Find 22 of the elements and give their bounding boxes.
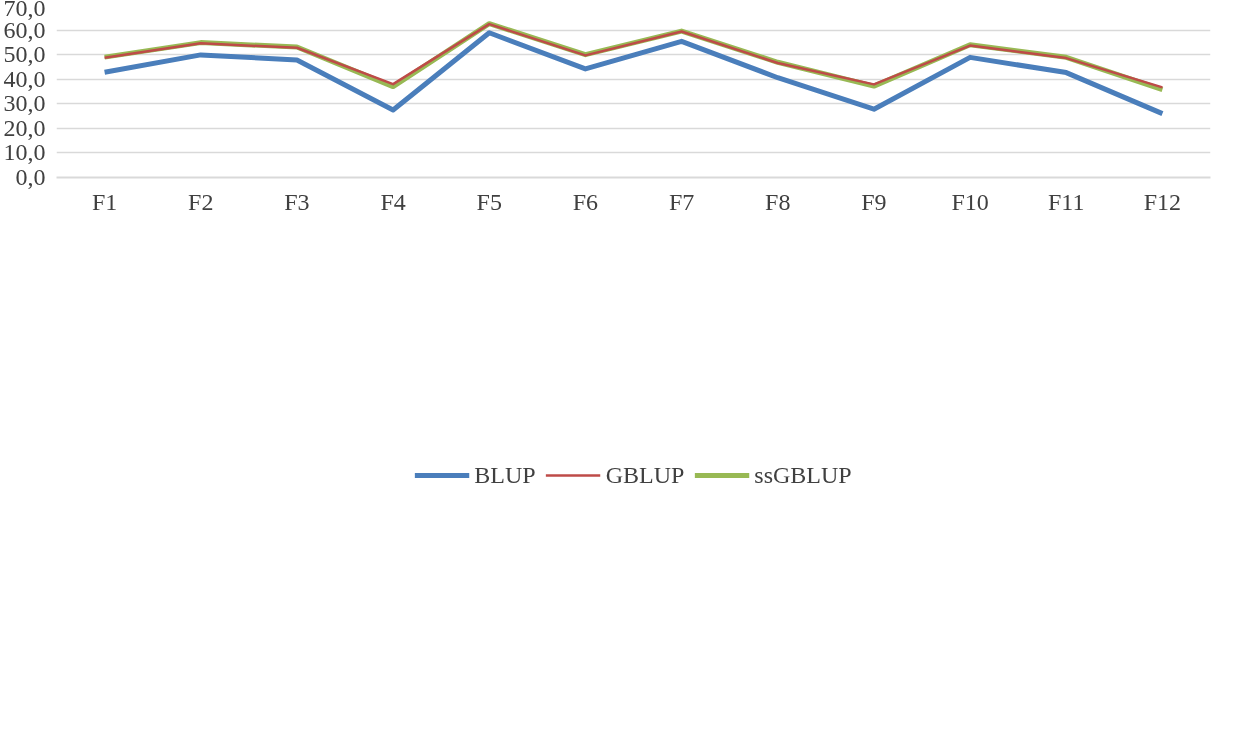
y-tick-label: 30,0 <box>3 90 46 117</box>
x-tick-label: F2 <box>188 188 214 215</box>
x-tick-label: F5 <box>476 188 502 215</box>
x-tick-label: F9 <box>861 188 887 215</box>
x-tick-label: F4 <box>380 188 406 215</box>
x-tick-label: F11 <box>1048 188 1085 215</box>
y-tick-label: 0,0 <box>15 164 46 190</box>
y-tick-label: 50,0 <box>3 41 46 68</box>
x-tick-label: F1 <box>91 188 118 215</box>
y-tick-label: 20,0 <box>3 114 46 141</box>
x-tick-label: F6 <box>572 188 599 215</box>
y-tick-label: 40,0 <box>3 65 46 92</box>
x-tick-label: F8 <box>765 188 791 215</box>
legend-label: ssGBLUP <box>754 461 852 489</box>
x-tick-label: F3 <box>284 188 310 215</box>
x-tick-label: F12 <box>1143 188 1182 215</box>
x-tick-label: F7 <box>668 188 695 215</box>
y-tick-label: 70,0 <box>3 0 46 21</box>
legend-label: BLUP <box>474 461 536 489</box>
x-tick-label: F10 <box>951 188 989 215</box>
y-tick-label: 10,0 <box>3 139 46 166</box>
legend-label: GBLUP <box>605 461 685 489</box>
